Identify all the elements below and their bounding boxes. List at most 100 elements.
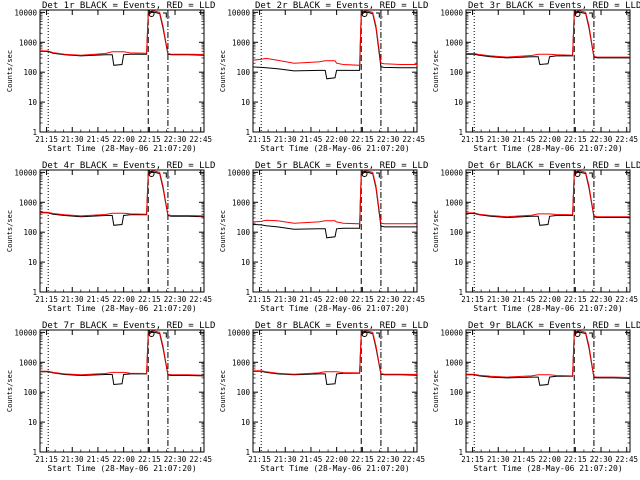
step-marker xyxy=(589,12,596,18)
series-line-lld xyxy=(40,330,205,376)
y-axis-label: Counts/sec xyxy=(432,210,440,252)
x-axis-label: Start Time (28-May-06 21:07:20) xyxy=(260,304,409,313)
x-tick-label: 21:45 xyxy=(513,295,536,304)
series-line-events xyxy=(40,331,205,386)
x-tick-label: 22:00 xyxy=(112,455,135,464)
chart-title: Det 1r BLACK = Events, RED = LLD xyxy=(42,1,215,11)
chart-panel-1: Det 1r BLACK = Events, RED = LLD 1 10 100 10… xyxy=(6,1,215,153)
y-axis-label: Counts/sec xyxy=(6,50,14,92)
x-tick-label: 22:15 xyxy=(138,455,161,464)
y-tick-label: 10000 xyxy=(227,8,250,17)
plot-frame xyxy=(39,9,205,133)
y-tick-label: 10000 xyxy=(14,8,37,17)
x-tick-label: 21:45 xyxy=(87,455,110,464)
x-tick-label: 22:00 xyxy=(538,135,561,144)
series-line-events xyxy=(39,11,205,66)
y-tick-label: 10000 xyxy=(14,168,37,177)
x-tick-label: 22:15 xyxy=(351,295,374,304)
y-tick-label: 1 xyxy=(245,288,250,297)
y-axis-label: Counts/sec xyxy=(219,370,227,412)
x-tick-label: 21:15 xyxy=(248,135,271,144)
y-tick-label: 100 xyxy=(236,228,250,237)
y-tick-label: 1000 xyxy=(19,38,38,47)
series-line-events xyxy=(39,171,205,226)
y-tick-label: 1000 xyxy=(445,358,464,367)
peak-marker xyxy=(361,11,368,17)
x-axis-label: Start Time (28-May-06 21:07:20) xyxy=(47,304,196,313)
step-marker xyxy=(163,332,170,338)
x-tick-label: 21:30 xyxy=(61,135,84,144)
x-tick-label: 22:00 xyxy=(112,295,135,304)
chart-panel-3: Det 3r BLACK = Events, RED = LLD 1 10 100 10… xyxy=(432,1,640,153)
series-line-events xyxy=(466,171,630,226)
y-tick-label: 10 xyxy=(454,418,464,427)
y-axis-label: Counts/sec xyxy=(219,210,227,252)
y-tick-label: 1 xyxy=(32,128,37,137)
x-axis-label: Start Time (28-May-06 21:07:20) xyxy=(473,144,622,153)
x-tick-label: 21:30 xyxy=(487,135,510,144)
x-tick-label: 21:15 xyxy=(461,135,484,144)
series-line-events xyxy=(252,11,417,80)
peak-marker xyxy=(574,331,581,337)
series-line-lld xyxy=(253,330,418,375)
x-tick-label: 21:15 xyxy=(248,455,271,464)
peak-marker xyxy=(361,171,368,177)
chart-panel-2: Det 2r BLACK = Events, RED = LLD 1 10 100 10… xyxy=(219,1,428,153)
x-tick-label: 22:45 xyxy=(615,135,638,144)
y-tick-label: 100 xyxy=(236,68,250,77)
y-tick-label: 100 xyxy=(449,388,463,397)
x-tick-label: 21:30 xyxy=(487,455,510,464)
chart-title: Det 4r BLACK = Events, RED = LLD xyxy=(42,161,215,171)
y-tick-label: 10000 xyxy=(440,168,463,177)
x-tick-label: 22:45 xyxy=(189,295,212,304)
chart-panel-6: Det 6r BLACK = Events, RED = LLD 1 10 100 10… xyxy=(432,161,640,313)
y-tick-label: 1000 xyxy=(232,198,251,207)
step-marker xyxy=(163,12,170,18)
series-line-lld xyxy=(39,10,205,56)
x-tick-label: 22:45 xyxy=(402,295,425,304)
x-tick-label: 22:30 xyxy=(590,295,613,304)
y-tick-label: 1 xyxy=(458,128,463,137)
x-tick-label: 22:30 xyxy=(377,295,400,304)
series-line-events xyxy=(252,171,417,239)
y-tick-label: 1000 xyxy=(19,358,38,367)
y-tick-label: 10 xyxy=(454,98,464,107)
x-tick-label: 22:15 xyxy=(564,135,587,144)
plot-frame xyxy=(39,329,205,453)
y-axis-label: Counts/sec xyxy=(6,370,14,412)
chart-title: Det 2r BLACK = Events, RED = LLD xyxy=(255,1,428,11)
x-tick-label: 22:30 xyxy=(590,455,613,464)
x-axis-label: Start Time (28-May-06 21:07:20) xyxy=(260,464,409,473)
chart-title: Det 3r BLACK = Events, RED = LLD xyxy=(468,1,640,11)
x-tick-label: 21:15 xyxy=(35,135,58,144)
y-tick-label: 1 xyxy=(458,288,463,297)
y-tick-label: 1 xyxy=(32,448,37,457)
peak-marker xyxy=(574,11,581,17)
x-tick-label: 22:15 xyxy=(564,295,587,304)
x-tick-label: 22:15 xyxy=(351,455,374,464)
x-tick-label: 22:45 xyxy=(615,455,638,464)
x-tick-label: 22:45 xyxy=(402,135,425,144)
y-tick-label: 10 xyxy=(241,258,251,267)
x-axis-label: Start Time (28-May-06 21:07:20) xyxy=(47,144,196,153)
x-tick-label: 21:15 xyxy=(248,295,271,304)
x-tick-label: 22:00 xyxy=(325,135,348,144)
x-tick-label: 21:30 xyxy=(487,295,510,304)
x-tick-label: 22:15 xyxy=(351,135,374,144)
x-tick-label: 21:30 xyxy=(61,295,84,304)
y-tick-label: 1000 xyxy=(232,38,251,47)
series-line-lld xyxy=(466,330,631,378)
x-tick-label: 22:45 xyxy=(402,455,425,464)
plot-frame xyxy=(465,169,631,293)
chart-panel-8: Det 8r BLACK = Events, RED = LLD 1 10 100 10… xyxy=(219,321,428,473)
chart-title: Det 8r BLACK = Events, RED = LLD xyxy=(255,321,428,331)
plot-frame xyxy=(252,169,418,293)
x-tick-label: 21:30 xyxy=(274,135,297,144)
peak-marker xyxy=(148,331,155,337)
x-tick-label: 21:15 xyxy=(35,295,58,304)
y-tick-label: 100 xyxy=(23,68,37,77)
step-marker xyxy=(376,172,383,178)
chart-panel-7: Det 7r BLACK = Events, RED = LLD 1 10 100 10… xyxy=(6,321,215,473)
chart-title: Det 6r BLACK = Events, RED = LLD xyxy=(468,161,640,171)
chart-title: Det 5r BLACK = Events, RED = LLD xyxy=(255,161,428,171)
